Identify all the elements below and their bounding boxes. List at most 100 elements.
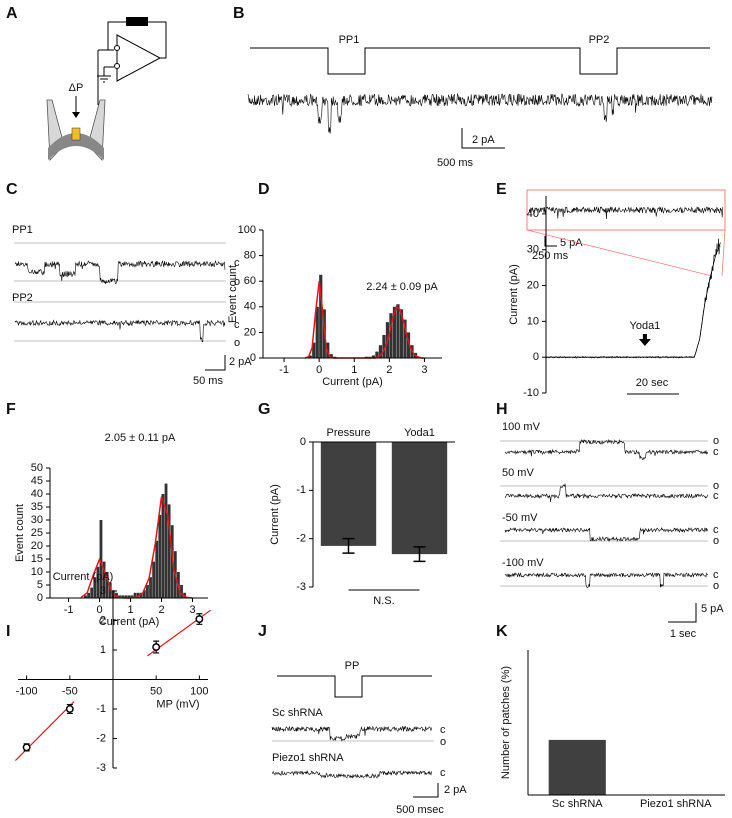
annotation-arrow [638,334,651,346]
y-tick-label: 15 [31,553,43,565]
y-tick-label: 100 [238,224,256,236]
panel-label: H [496,401,508,418]
panel-label: F [6,401,16,418]
pulse-label: PP1 [339,34,360,46]
scale-label: 5 pA [701,603,724,615]
bar [118,595,121,598]
y-tick-label: 0 [250,352,256,364]
scale-label: 500 msec [396,804,444,816]
bar [133,592,137,598]
panel-label: D [258,181,270,198]
channel [71,127,81,141]
x-tick-label: 3 [421,364,427,376]
scale-label: 2 pA [472,134,495,146]
bar [90,587,94,598]
y-tick-label: 60 [244,275,256,287]
panel-label: E [496,181,507,198]
trace [504,527,709,542]
y-tick-label: -3 [96,762,106,774]
trace [528,206,724,220]
bar [170,525,174,598]
category-label: Sc shRNA [552,798,603,810]
y-axis-label: Number of patches (%) [500,666,512,779]
y-tick-label: -2 [96,732,106,744]
x-tick-label: 3 [189,604,195,616]
bar [99,520,103,598]
bar [161,494,165,598]
state-label: c [440,767,446,779]
pressure-pulse [277,675,432,698]
level-lines [500,440,708,587]
fit-line [14,701,75,762]
inset-box [526,189,726,231]
bar [548,739,606,795]
y-tick-label: 0 [37,592,43,604]
state-label: c [713,569,719,581]
state-label: o [440,736,446,748]
bar [406,332,411,358]
bar [319,274,323,358]
scale-bar [413,783,439,798]
category-label: Piezo1 shRNA [640,798,712,810]
line [546,242,721,358]
trace-label: -100 mV [502,557,544,569]
x-tick-label: -50 [62,685,78,697]
bar [180,585,183,598]
state-label: c [713,490,719,502]
bar [399,309,404,358]
annotation: N.S. [373,595,394,607]
x-tick-label: 2 [158,604,164,616]
panel-label: I [6,623,10,640]
annotation: 2.05 ± 0.11 pA [105,432,176,444]
pressure-label: ΔP [69,82,84,94]
annotation: Yoda1 [630,320,661,332]
y-tick-label: 1 [100,644,106,656]
scale-label: 250 ms [532,250,569,262]
bar [158,514,162,598]
x-tick-label: 100 [190,685,208,697]
amplifier [97,21,167,105]
bar [124,595,128,598]
scale-bar [668,603,697,623]
y-tick-label: 25 [31,527,43,539]
trace [271,770,432,779]
pulse-label: PP2 [589,34,610,46]
bar [121,595,125,598]
bar [139,592,143,598]
y-tick-label: -10 [523,387,539,399]
bar [382,334,386,358]
state-label: o [713,480,719,492]
trace-label: PP2 [12,292,33,304]
panel-label: C [6,181,18,198]
state-label: o [234,337,240,349]
x-tick-label: 1 [351,364,357,376]
fit-curve [80,496,193,599]
y-tick-label: 35 [31,501,43,513]
state-label: c [440,724,446,736]
y-tick-label: 10 [31,566,43,578]
y-tick-label: 40 [244,301,256,313]
y-tick-label: 20 [31,540,43,552]
scale-label: 2 pA [229,356,252,368]
bar [152,561,156,598]
bar [146,585,149,598]
y-tick-label: 30 [31,514,43,526]
bar [389,313,393,358]
scale-label: 50 ms [193,375,223,387]
state-label: o [713,435,719,447]
scale-label: 2 pA [444,784,467,796]
y-tick-label: 40 [31,488,43,500]
point [22,743,31,752]
scale-bar [461,128,505,149]
trace-label: PP1 [12,224,33,236]
point [65,705,74,713]
trace [247,92,713,134]
category-label: Yoda1 [404,427,435,439]
panel-label: K [496,623,508,640]
level-lines [14,242,226,342]
state-label: c [713,524,719,536]
trace [14,319,226,343]
resistor [126,17,148,26]
pressure-pulse [250,47,710,75]
trace [14,260,226,285]
